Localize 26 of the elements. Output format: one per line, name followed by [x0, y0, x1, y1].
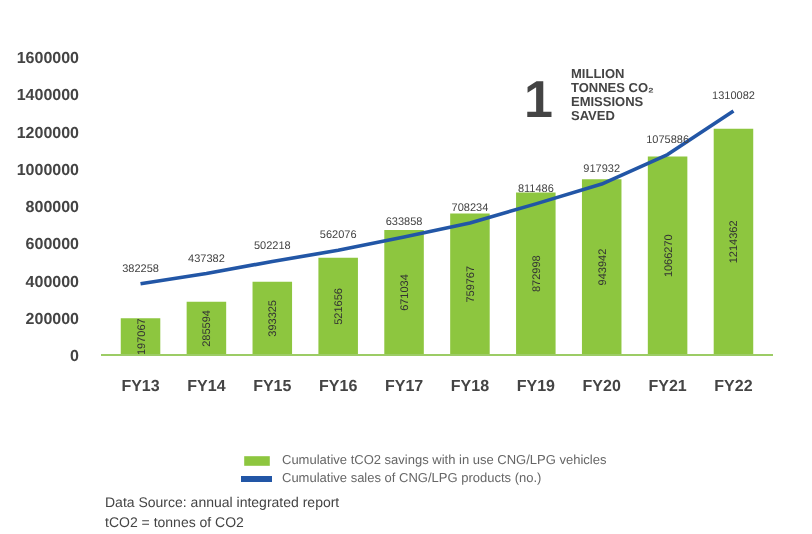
bar — [647, 156, 688, 355]
bar — [384, 230, 424, 355]
bar — [516, 192, 556, 355]
y-tick-label: 1600000 — [16, 49, 81, 67]
y-tick-label: 600000 — [25, 235, 81, 254]
y-tick-label: 200000 — [25, 309, 81, 328]
y-tick-label: 0 — [70, 347, 81, 365]
y-tick-label: 1200000 — [16, 123, 81, 142]
y-tick-label: 400000 — [25, 272, 81, 291]
bar — [713, 128, 754, 355]
y-tick-label: 1000000 — [16, 160, 81, 179]
x-tick-label: FY20 — [582, 377, 622, 395]
x-tick-label: FY16 — [319, 377, 359, 395]
x-tick-label: FY19 — [516, 377, 557, 395]
bar — [318, 257, 358, 355]
x-tick-label: FY22 — [714, 377, 754, 395]
y-tick-label: 800000 — [25, 198, 81, 216]
x-tick-label: FY14 — [187, 377, 227, 395]
x-tick-label: FY17 — [384, 377, 425, 395]
x-tick-label: FY13 — [121, 377, 161, 395]
bar — [450, 213, 490, 355]
y-tick-label: 1400000 — [16, 86, 81, 105]
x-tick-label: FY21 — [648, 377, 688, 395]
x-tick-label: FY15 — [253, 377, 293, 395]
x-tick-label: FY18 — [450, 377, 491, 395]
bar — [581, 179, 622, 355]
